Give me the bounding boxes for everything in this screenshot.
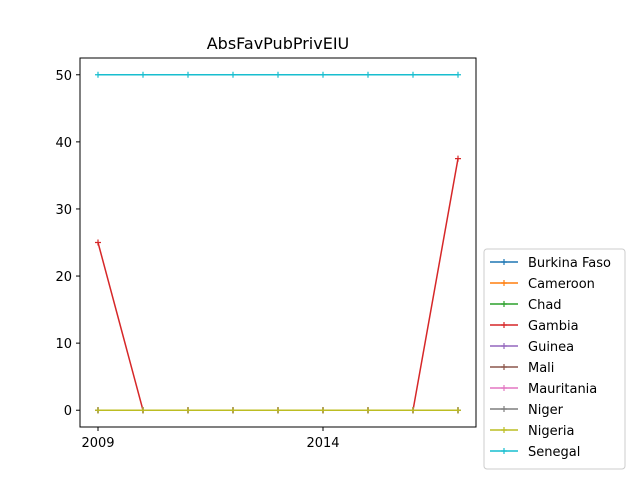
y-tick-label: 0 xyxy=(64,404,72,419)
legend-label: Chad xyxy=(528,298,562,313)
legend-item: Niger xyxy=(490,403,564,418)
data-point-marker xyxy=(410,71,416,78)
legend-swatch-marker xyxy=(501,448,507,454)
data-point-marker xyxy=(365,407,371,414)
data-point-marker xyxy=(320,407,326,414)
legend-item: Mali xyxy=(490,361,554,376)
legend-swatch-marker xyxy=(501,280,507,286)
data-point-marker xyxy=(140,407,146,414)
legend-label: Mali xyxy=(528,361,554,376)
legend-item: Nigeria xyxy=(490,424,575,439)
data-point-marker xyxy=(455,155,461,162)
legend-item: Cameroon xyxy=(490,277,595,292)
legend-label: Niger xyxy=(528,403,564,418)
legend-swatch-marker xyxy=(501,385,507,391)
legend-swatch-marker xyxy=(501,406,507,412)
plot-area-frame xyxy=(79,57,477,428)
legend-label: Gambia xyxy=(528,319,579,334)
legend-label: Cameroon xyxy=(528,277,595,292)
data-point-marker xyxy=(320,71,326,78)
data-point-marker xyxy=(95,239,101,246)
legend-label: Senegal xyxy=(528,445,580,460)
series-nigeria xyxy=(95,407,461,414)
data-point-marker xyxy=(365,71,371,78)
data-point-marker xyxy=(140,71,146,78)
data-point-marker xyxy=(455,71,461,78)
plot-series-group xyxy=(95,71,461,414)
data-point-marker xyxy=(275,407,281,414)
data-point-marker xyxy=(410,407,416,414)
data-point-marker xyxy=(185,71,191,78)
data-point-marker xyxy=(95,407,101,414)
y-tick-label: 20 xyxy=(55,270,72,285)
legend-swatch-marker xyxy=(501,322,507,328)
legend-swatch-marker xyxy=(501,259,507,265)
legend-item: Senegal xyxy=(490,445,580,460)
data-point-marker xyxy=(95,71,101,78)
legend-swatch-marker xyxy=(501,427,507,433)
data-point-marker xyxy=(230,407,236,414)
legend-swatch-marker xyxy=(501,301,507,307)
legend-label: Burkina Faso xyxy=(528,256,611,271)
y-axis: 0 10 20 30 40 50 xyxy=(55,69,80,419)
x-axis: 2009 2014 xyxy=(81,427,340,451)
y-tick-label: 40 xyxy=(55,136,72,151)
legend-label: Mauritania xyxy=(528,382,597,397)
data-point-marker xyxy=(185,407,191,414)
data-point-marker xyxy=(455,407,461,414)
legend-item: Mauritania xyxy=(490,382,597,397)
legend-label: Guinea xyxy=(528,340,574,355)
legend-box xyxy=(483,248,626,470)
legend-swatch-marker xyxy=(501,343,507,349)
series-line xyxy=(97,158,459,411)
x-tick-label: 2009 xyxy=(81,436,114,451)
series-gambia xyxy=(95,155,461,414)
legend-item: Guinea xyxy=(490,340,574,355)
y-tick-label: 50 xyxy=(55,69,72,84)
data-point-marker xyxy=(230,71,236,78)
legend-item: Chad xyxy=(490,298,562,313)
y-tick-label: 30 xyxy=(55,203,72,218)
legend-item: Burkina Faso xyxy=(490,256,611,271)
legend-swatch-marker xyxy=(501,364,507,370)
series-senegal xyxy=(95,71,461,78)
legend-label: Nigeria xyxy=(528,424,575,439)
y-tick-label: 10 xyxy=(55,337,72,352)
x-tick-label: 2014 xyxy=(306,436,339,451)
legend: Burkina Faso Cameroon Chad Gambia Guinea Mali… xyxy=(483,248,626,470)
chart-title: AbsFavPubPrivEIU xyxy=(207,34,350,53)
legend-item: Gambia xyxy=(490,319,579,334)
data-point-marker xyxy=(275,71,281,78)
